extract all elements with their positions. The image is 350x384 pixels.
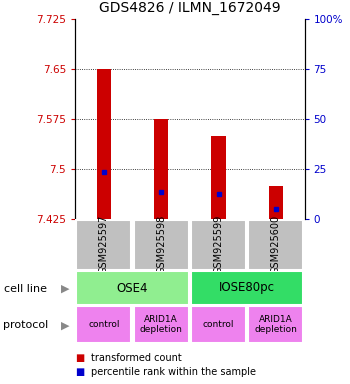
- Text: ■: ■: [75, 367, 84, 377]
- Text: transformed count: transformed count: [91, 353, 182, 363]
- Bar: [76, 271, 189, 305]
- Bar: [269, 185, 283, 219]
- Text: ▶: ▶: [61, 320, 69, 330]
- Bar: [134, 306, 189, 343]
- Bar: [191, 306, 246, 343]
- Text: IOSE80pc: IOSE80pc: [219, 281, 275, 295]
- Title: GDS4826 / ILMN_1672049: GDS4826 / ILMN_1672049: [99, 2, 281, 15]
- Bar: [154, 119, 168, 219]
- Bar: [191, 220, 246, 270]
- Text: GSM925600: GSM925600: [271, 215, 281, 274]
- Bar: [134, 220, 189, 270]
- Bar: [248, 220, 303, 270]
- Bar: [211, 136, 226, 219]
- Bar: [191, 271, 303, 305]
- Bar: [97, 69, 111, 219]
- Text: GSM925598: GSM925598: [156, 215, 166, 275]
- Text: protocol: protocol: [4, 320, 49, 330]
- Text: ARID1A
depletion: ARID1A depletion: [140, 315, 183, 334]
- Text: percentile rank within the sample: percentile rank within the sample: [91, 367, 256, 377]
- Text: ■: ■: [75, 353, 84, 363]
- Bar: [76, 306, 131, 343]
- Text: ARID1A
depletion: ARID1A depletion: [254, 315, 297, 334]
- Text: GSM925599: GSM925599: [214, 215, 224, 275]
- Bar: [76, 220, 131, 270]
- Text: cell line: cell line: [4, 284, 47, 294]
- Text: control: control: [88, 320, 120, 329]
- Text: ▶: ▶: [61, 284, 69, 294]
- Text: GSM925597: GSM925597: [99, 215, 109, 275]
- Text: control: control: [203, 320, 234, 329]
- Text: OSE4: OSE4: [117, 281, 148, 295]
- Bar: [248, 306, 303, 343]
